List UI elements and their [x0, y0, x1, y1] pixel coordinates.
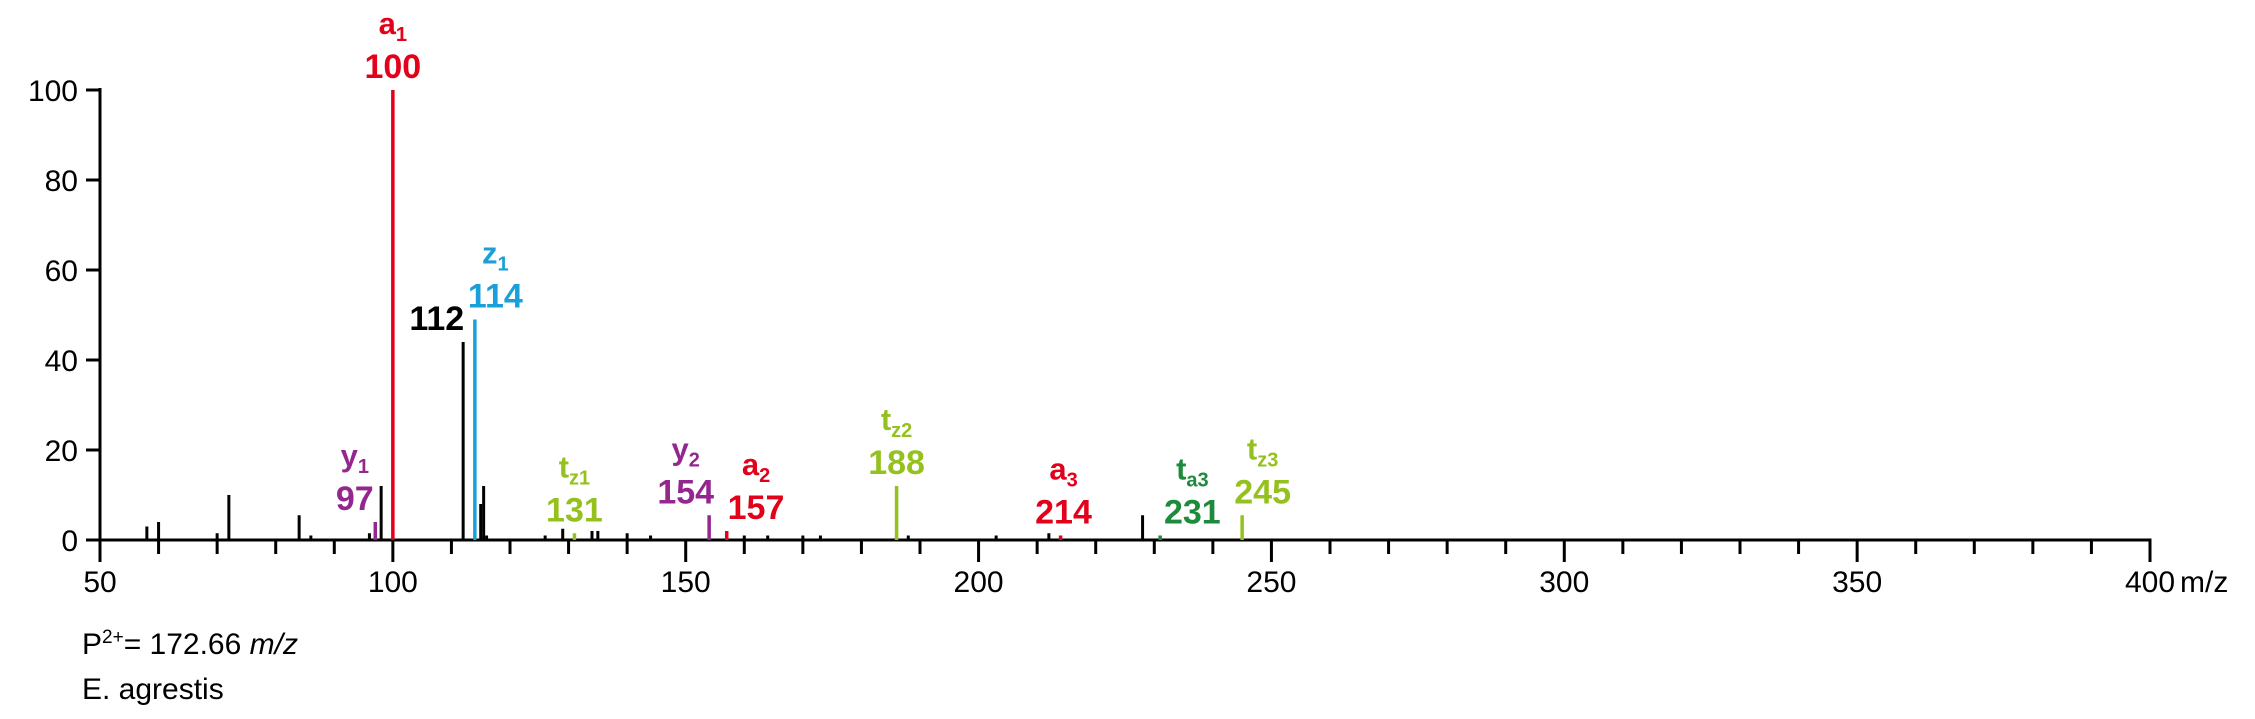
ion-subscript: 1 — [498, 254, 509, 276]
y-tick-label: 80 — [45, 165, 78, 198]
x-tick-label: 350 — [1832, 566, 1882, 599]
precursor-prefix: P — [82, 628, 103, 661]
peak-mz-label: 214 — [1035, 494, 1092, 532]
ion-letter: y — [341, 438, 359, 473]
y-tick-label: 0 — [61, 525, 78, 558]
ion-type-label: y2 — [672, 431, 700, 471]
precursor-info: P2+= 172.66 m/z — [82, 628, 298, 660]
peak-mz-label: 131 — [546, 491, 603, 529]
peak-mz-label: 112 — [409, 300, 464, 338]
ion-type-label: a2 — [742, 447, 770, 487]
ion-subscript: a3 — [1186, 470, 1208, 492]
ion-type-label: tz1 — [559, 449, 590, 489]
precursor-charge: 2+ — [102, 627, 124, 648]
x-tick-label: 100 — [368, 566, 418, 599]
precursor-value: = 172.66 — [123, 628, 250, 661]
peak-mz-label: 188 — [868, 444, 925, 482]
species-name: E. agrestis — [82, 673, 224, 706]
peak-mz-label: 245 — [1234, 473, 1291, 511]
mass-spectrum-chart: 0 20 40 60 80 100 50 100 150 200 250 300 350 400 m/z 1… — [28, 6, 2228, 599]
peak-mz-label: 154 — [657, 473, 714, 511]
y-tick-label: 20 — [45, 435, 78, 468]
ion-type-label: z1 — [482, 236, 509, 276]
ion-type-label: ta3 — [1176, 452, 1209, 492]
peaks — [145, 90, 1244, 540]
precursor-unit: m/z — [249, 628, 298, 661]
peak-mz-label: 231 — [1164, 494, 1221, 532]
x-tick-label: 250 — [1246, 566, 1296, 599]
peak-mz-label: 157 — [728, 489, 785, 527]
ion-letter: t — [1247, 431, 1257, 466]
peak-mz-label: 114 — [468, 278, 523, 316]
ion-subscript: 1 — [396, 24, 407, 46]
ion-letter: t — [559, 449, 569, 484]
ion-letter: t — [1176, 452, 1186, 487]
y-tick-label: 60 — [45, 255, 78, 288]
x-tick-label: 300 — [1539, 566, 1589, 599]
ion-letter: a — [742, 447, 760, 482]
ion-type-label: a3 — [1049, 452, 1077, 492]
ion-subscript: 1 — [358, 456, 369, 478]
x-tick-label: 200 — [954, 566, 1004, 599]
ion-subscript: z2 — [891, 420, 912, 442]
x-unit-label: m/z — [2180, 566, 2228, 599]
ion-letter: t — [881, 402, 891, 437]
x-tick-label: 150 — [661, 566, 711, 599]
ion-subscript: 2 — [689, 449, 700, 471]
ion-subscript: 2 — [759, 465, 770, 487]
y-tick-label: 40 — [45, 345, 78, 378]
y-tick-label: 100 — [28, 75, 78, 108]
ion-subscript: 3 — [1067, 470, 1078, 492]
axes: 0 20 40 60 80 100 50 100 150 200 250 300 350 400 m/z — [28, 75, 2228, 599]
ion-letter: a — [1049, 452, 1067, 487]
x-tick-label: 400 — [2125, 566, 2175, 599]
ion-subscript: z3 — [1257, 449, 1278, 471]
peak-mz-label: 100 — [364, 48, 421, 86]
ion-letter: y — [672, 431, 690, 466]
peak-annotation: 112 — [409, 300, 464, 338]
ion-type-label: tz3 — [1247, 431, 1278, 471]
ion-letter: a — [379, 6, 397, 41]
ion-letter: z — [482, 236, 498, 271]
peak-mz-label: 97 — [336, 480, 374, 518]
ion-type-label: a1 — [379, 6, 407, 46]
x-tick-label: 50 — [83, 566, 116, 599]
ion-subscript: z1 — [569, 467, 590, 489]
ion-type-label: y1 — [341, 438, 369, 478]
ion-type-label: tz2 — [881, 402, 912, 442]
